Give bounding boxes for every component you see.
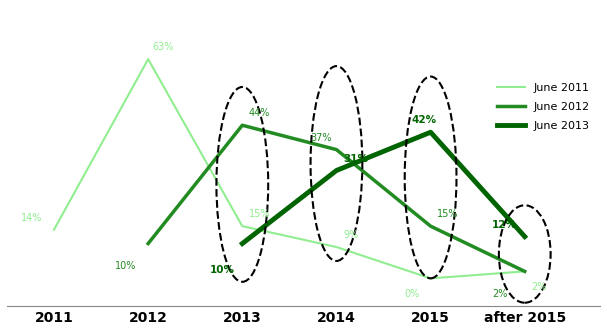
Text: 9%: 9% [343, 230, 358, 240]
Text: 15%: 15% [437, 209, 459, 219]
Text: 63%: 63% [153, 42, 174, 52]
Text: 10%: 10% [209, 265, 234, 275]
Text: 2%: 2% [492, 289, 507, 299]
Text: 12%: 12% [492, 220, 517, 230]
Text: 31%: 31% [343, 153, 368, 164]
Text: 42%: 42% [412, 115, 437, 125]
Text: 10%: 10% [115, 261, 137, 271]
Text: 14%: 14% [21, 213, 42, 223]
Text: 37%: 37% [310, 133, 331, 143]
Text: 2%: 2% [531, 282, 547, 292]
Text: 44%: 44% [249, 108, 270, 118]
Text: 15%: 15% [249, 209, 270, 219]
Legend: June 2011, June 2012, June 2013: June 2011, June 2012, June 2013 [493, 78, 594, 135]
Text: 0%: 0% [404, 289, 419, 299]
